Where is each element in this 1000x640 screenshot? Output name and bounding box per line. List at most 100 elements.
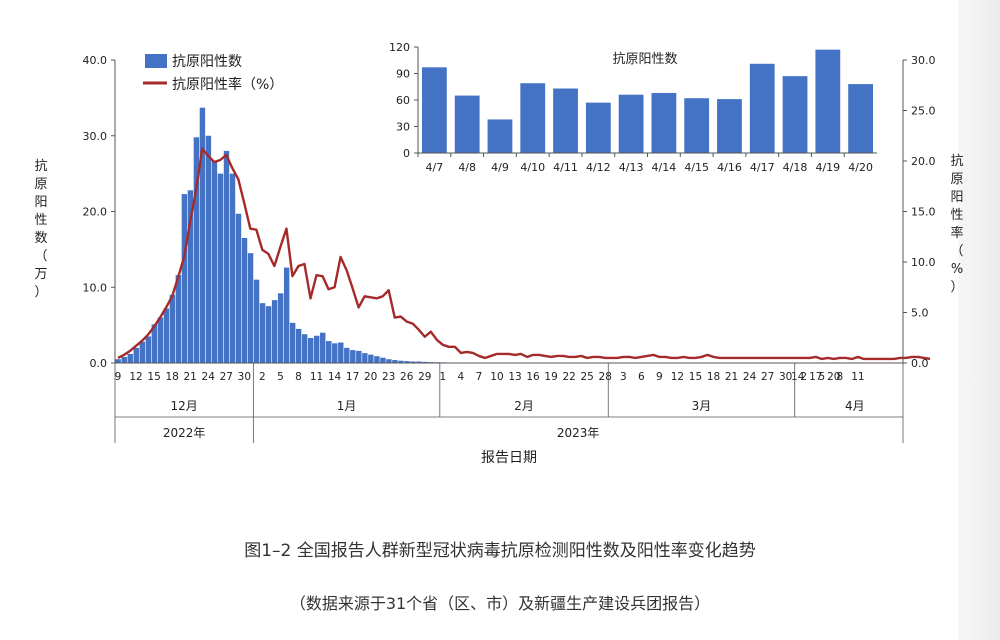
main-bar [410,361,416,363]
main-bar [235,213,242,363]
legend-bar-label: 抗原阳性数 [172,54,242,70]
inset-x-tick-label: 4/13 [619,161,644,174]
inset-bar [585,102,611,153]
inset-bar [749,63,775,153]
main-bar [356,350,362,363]
main-bar [295,328,302,363]
inset-bars-group [422,49,873,153]
x-tick-label: 15 [689,371,702,383]
left-y-tick-label: 0.0 [90,357,108,370]
main-bar [368,354,374,363]
x-tick-label: 10 [490,371,503,383]
main-bar [314,335,320,363]
x-tick-label: 1 [439,371,446,383]
inset-bar [520,83,546,153]
right-y-title-glyph: 原 [950,172,963,187]
x-tick-label: 9 [656,371,663,383]
main-bar [199,107,206,363]
x-tick-label: 23 [382,371,395,383]
inset-x-tick-label: 4/12 [586,161,611,174]
main-bar [229,173,236,364]
figure-caption-source: （数据来源于31个省（区、市）及新疆生产建设兵团报告） [289,594,711,613]
inset-bar [454,95,480,153]
legend: 抗原阳性数 抗原阳性率（%） [143,54,283,93]
month-label: 2月 [514,399,534,413]
inset-x-tick-label: 4/19 [815,161,840,174]
month-label: 4月 [845,399,865,413]
x-tick-label: 14 [328,371,342,383]
x-tick-label: 11 [851,371,864,383]
main-bar [277,293,284,363]
x-tick-label: 30 [779,371,792,383]
left-y-title-glyph: 数 [34,231,47,246]
inset-x-tick-label: 4/9 [491,161,509,174]
main-bar [115,359,121,363]
right-y-title-glyph: 率 [950,225,963,241]
x-tick-label: 15 [147,371,160,383]
right-y-title-glyph: ） [950,280,963,295]
inset-y-tick-label: 90 [396,68,410,81]
main-bar [332,343,338,363]
main-bar [175,275,182,363]
main-bar [344,347,350,363]
month-label: 12月 [171,399,198,413]
main-bar [145,336,151,363]
x-axis-title: 报告日期 [481,450,537,466]
main-bar [247,253,254,363]
inset-y-tick-label: 120 [389,41,410,54]
x-tick-label: 8 [295,371,302,383]
x-tick-label: 6 [638,371,645,383]
main-bar [362,353,368,363]
inset-title: 抗原阳性数 [612,52,677,67]
inset-x-tick-label: 4/14 [652,161,677,174]
page-edge-shadow [958,0,1000,640]
main-bar [320,332,326,363]
right-y-title-glyph: 抗 [950,154,963,169]
main-bar [217,173,224,364]
left-y-ticks: 0.0 10.0 20.0 30.0 40.0 [83,54,115,370]
x-tick-label: 4 [458,371,465,383]
main-bar [169,294,176,363]
inset-x-tick-label: 4/10 [520,161,545,174]
main-bar [211,161,218,363]
left-y-tick-label: 40.0 [83,54,108,67]
right-y-title-glyph: % [951,262,963,277]
main-bar [193,137,200,363]
main-bar [271,300,278,363]
legend-line-label: 抗原阳性率（%） [172,76,283,93]
x-tick-label: 17 [809,371,822,383]
left-y-title-glyph: （ [34,249,47,264]
x-tick-label: 2 [259,371,266,383]
x-tick-label: 5 [277,371,284,383]
main-bar [241,238,248,363]
x-tick-label: 26 [400,371,414,383]
main-bar [223,150,230,363]
main-bar [253,279,260,363]
main-bar [163,308,170,363]
right-y-title-glyph: 性 [950,208,963,223]
main-bar [386,359,392,363]
main-bar [392,359,398,363]
main-bar [380,357,386,363]
inset-x-tick-label: 4/11 [553,161,578,174]
left-y-title-glyph: ） [34,285,47,300]
x-tick-label: 27 [761,371,774,383]
inset-bar [684,98,710,153]
x-tick-label: 3 [620,371,627,383]
positivity-rate-line [117,147,931,361]
right-y-tick-label: 15.0 [911,206,936,219]
main-bar [121,356,127,363]
x-tick-label: 17 [346,371,359,383]
left-y-title-glyph: 万 [34,267,47,282]
main-bar [398,360,404,363]
x-tick-labels: 9 12 15 18 21 24 27 30 2 5 8 11 14 17 20 23 26 29 1 4 7 10 13 1… [115,371,865,383]
right-y-axis-title: 抗原阳性率 （% ） [950,154,963,295]
right-y-tick-label: 25.0 [911,105,936,118]
inset-y-tick-label: 30 [396,121,410,134]
x-tick-label: 18 [165,371,178,383]
x-tick-label: 14 [791,371,805,383]
main-bar [181,194,188,363]
year-label: 2022年 [163,426,206,440]
month-label: 1月 [337,399,357,413]
x-tick-label: 7 [476,371,483,383]
